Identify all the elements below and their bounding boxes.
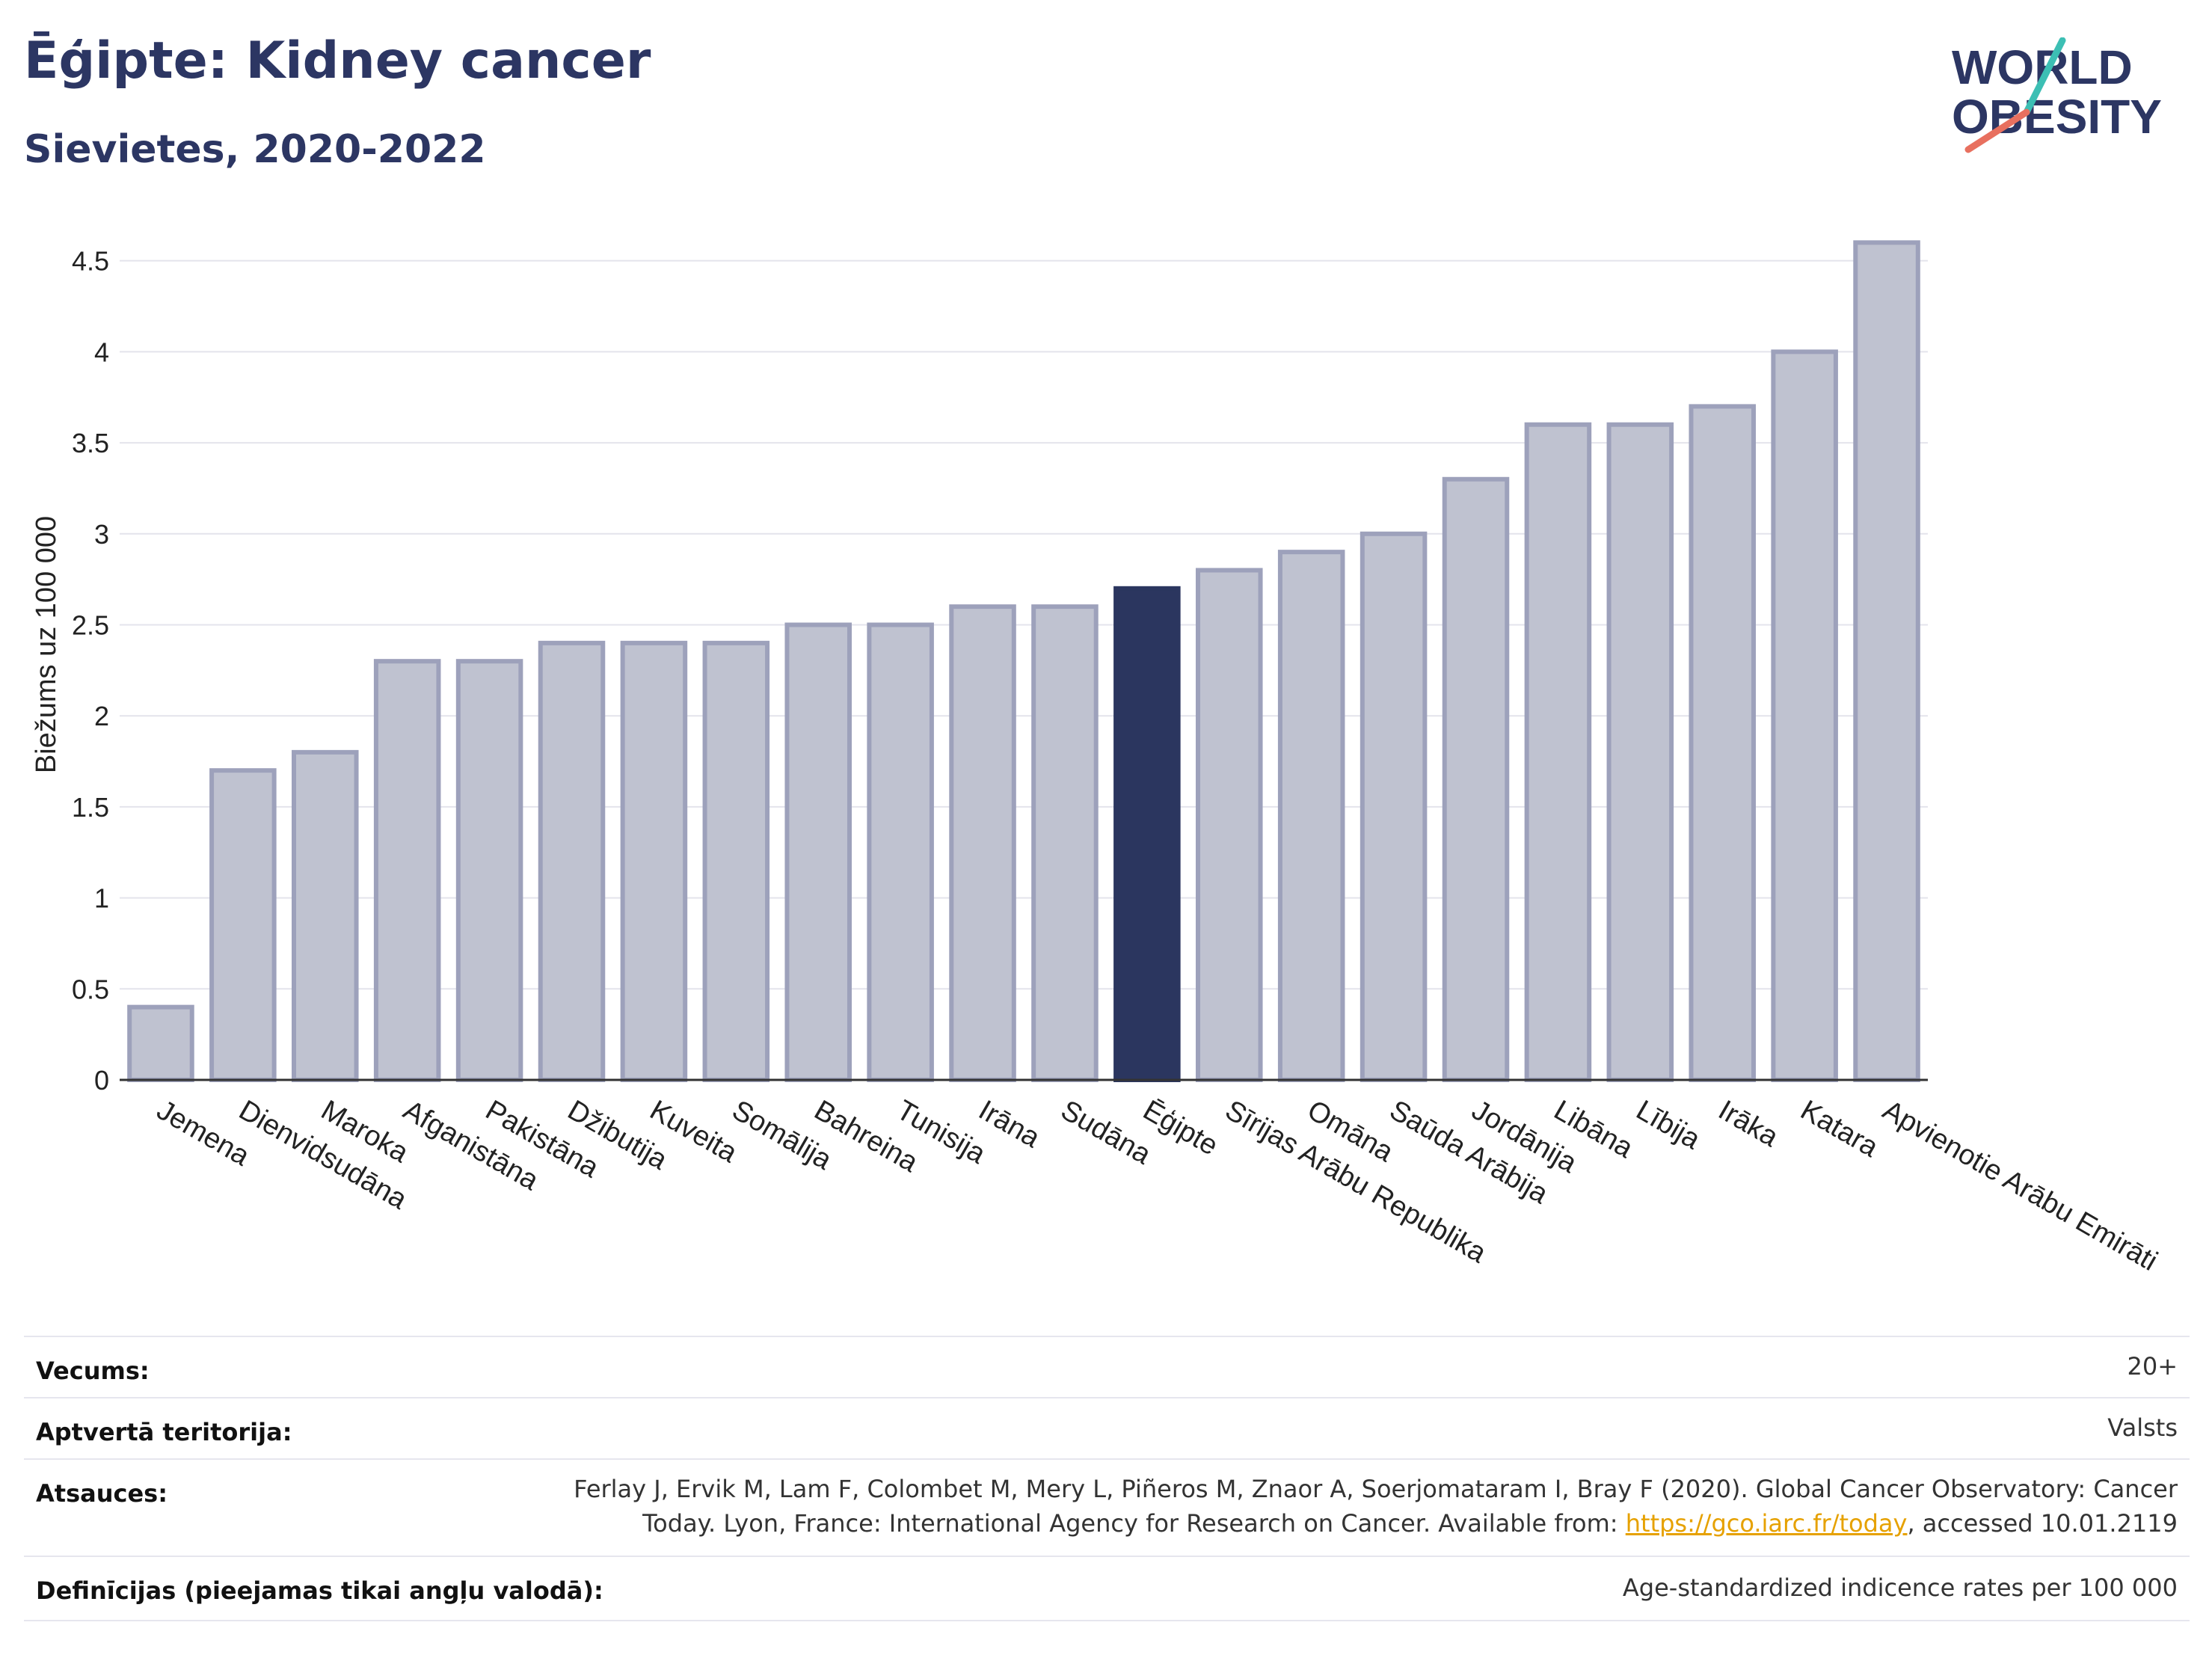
x-tick-label: Jemena [151,1094,255,1172]
y-tick-label: 1.5 [72,792,109,823]
y-tick-label: 2 [94,701,109,731]
refs-line1: Ferlay J, Ervik M, Lam F, Colombet M, Me… [574,1475,2178,1503]
x-tick-label: Sudāna [1055,1094,1156,1170]
bar-layer [127,240,1920,1083]
page-title: Ēģipte: Kidney cancer [24,31,651,90]
y-tick-label: 0 [94,1065,109,1096]
refs-value: Ferlay J, Ervik M, Lam F, Colombet M, Me… [383,1472,2178,1541]
logo-slash-coral [1964,108,2030,153]
bar [1606,422,1674,1082]
defs-value: Age-standardized indicence rates per 100… [1622,1573,2178,1602]
info-row-refs: Atsauces: Ferlay J, Ervik M, Lam F, Colo… [24,1458,2190,1557]
bar [1524,422,1592,1082]
territory-value: Valsts [2107,1413,2178,1442]
bar [784,622,852,1082]
bar [373,659,441,1082]
refs-link[interactable]: https://gco.iarc.fr/today [1625,1509,1908,1538]
bar [702,640,770,1082]
bar [1771,349,1838,1082]
bar-chart: 00.511.522.533.544.5JemenaDienvidsudānaM… [31,240,2163,1277]
bar [538,640,606,1082]
age-label: Vecums: [36,1357,150,1385]
y-tick-label: 2.5 [72,610,109,640]
x-tick-label: Apvienotie Arābu Emirāti [1878,1094,2163,1277]
logo-slash-teal [2023,37,2066,116]
y-tick-label: 0.5 [72,974,109,1004]
info-row-defs: Definīcijas (pieejamas tikai angļu valod… [24,1556,2190,1621]
info-row-territory: Aptvertā teritorija: Valsts [24,1397,2190,1460]
info-table: Vecums: 20+ Aptvertā teritorija: Valsts … [24,1336,2190,1621]
bar [1196,568,1263,1082]
bar [1277,550,1345,1082]
refs-label: Atsauces: [36,1479,168,1508]
y-tick-label: 3.5 [72,428,109,458]
world-obesity-logo: WORLD OBESITY [1952,37,2162,153]
refs-line2-post: , accessed 10.01.2119 [1907,1509,2178,1538]
bar [292,749,359,1082]
bar [1442,476,1510,1082]
bar [620,640,688,1082]
y-tick-label: 4.5 [72,246,109,277]
y-tick-label: 4 [94,337,109,367]
x-tick-label: Lībija [1631,1094,1706,1155]
bar [1853,240,1920,1082]
defs-label: Definīcijas (pieejamas tikai angļu valod… [36,1576,603,1605]
y-tick-label: 1 [94,883,109,914]
bar [949,604,1016,1082]
bar [127,1004,194,1083]
info-row-age: Vecums: 20+ [24,1336,2190,1398]
territory-label: Aptvertā teritorija: [36,1418,292,1446]
bar [455,659,523,1082]
refs-line2-pre: Today. Lyon, France: International Agenc… [642,1509,1626,1538]
bar [1689,404,1756,1082]
bar [867,622,934,1082]
page-subtitle: Sievietes, 2020-2022 [24,127,486,172]
bar [1031,604,1099,1082]
y-tick-label: 3 [94,519,109,550]
age-value: 20+ [2127,1352,2178,1381]
bar [209,768,277,1082]
refs-line2: Today. Lyon, France: International Agenc… [383,1506,2178,1541]
x-tick-label: Irāka [1713,1094,1784,1153]
bar [1113,586,1181,1082]
y-axis-label: Biežums uz 100 000 [31,516,62,773]
bar [1360,531,1428,1082]
x-tick-label: Katara [1795,1094,1884,1164]
